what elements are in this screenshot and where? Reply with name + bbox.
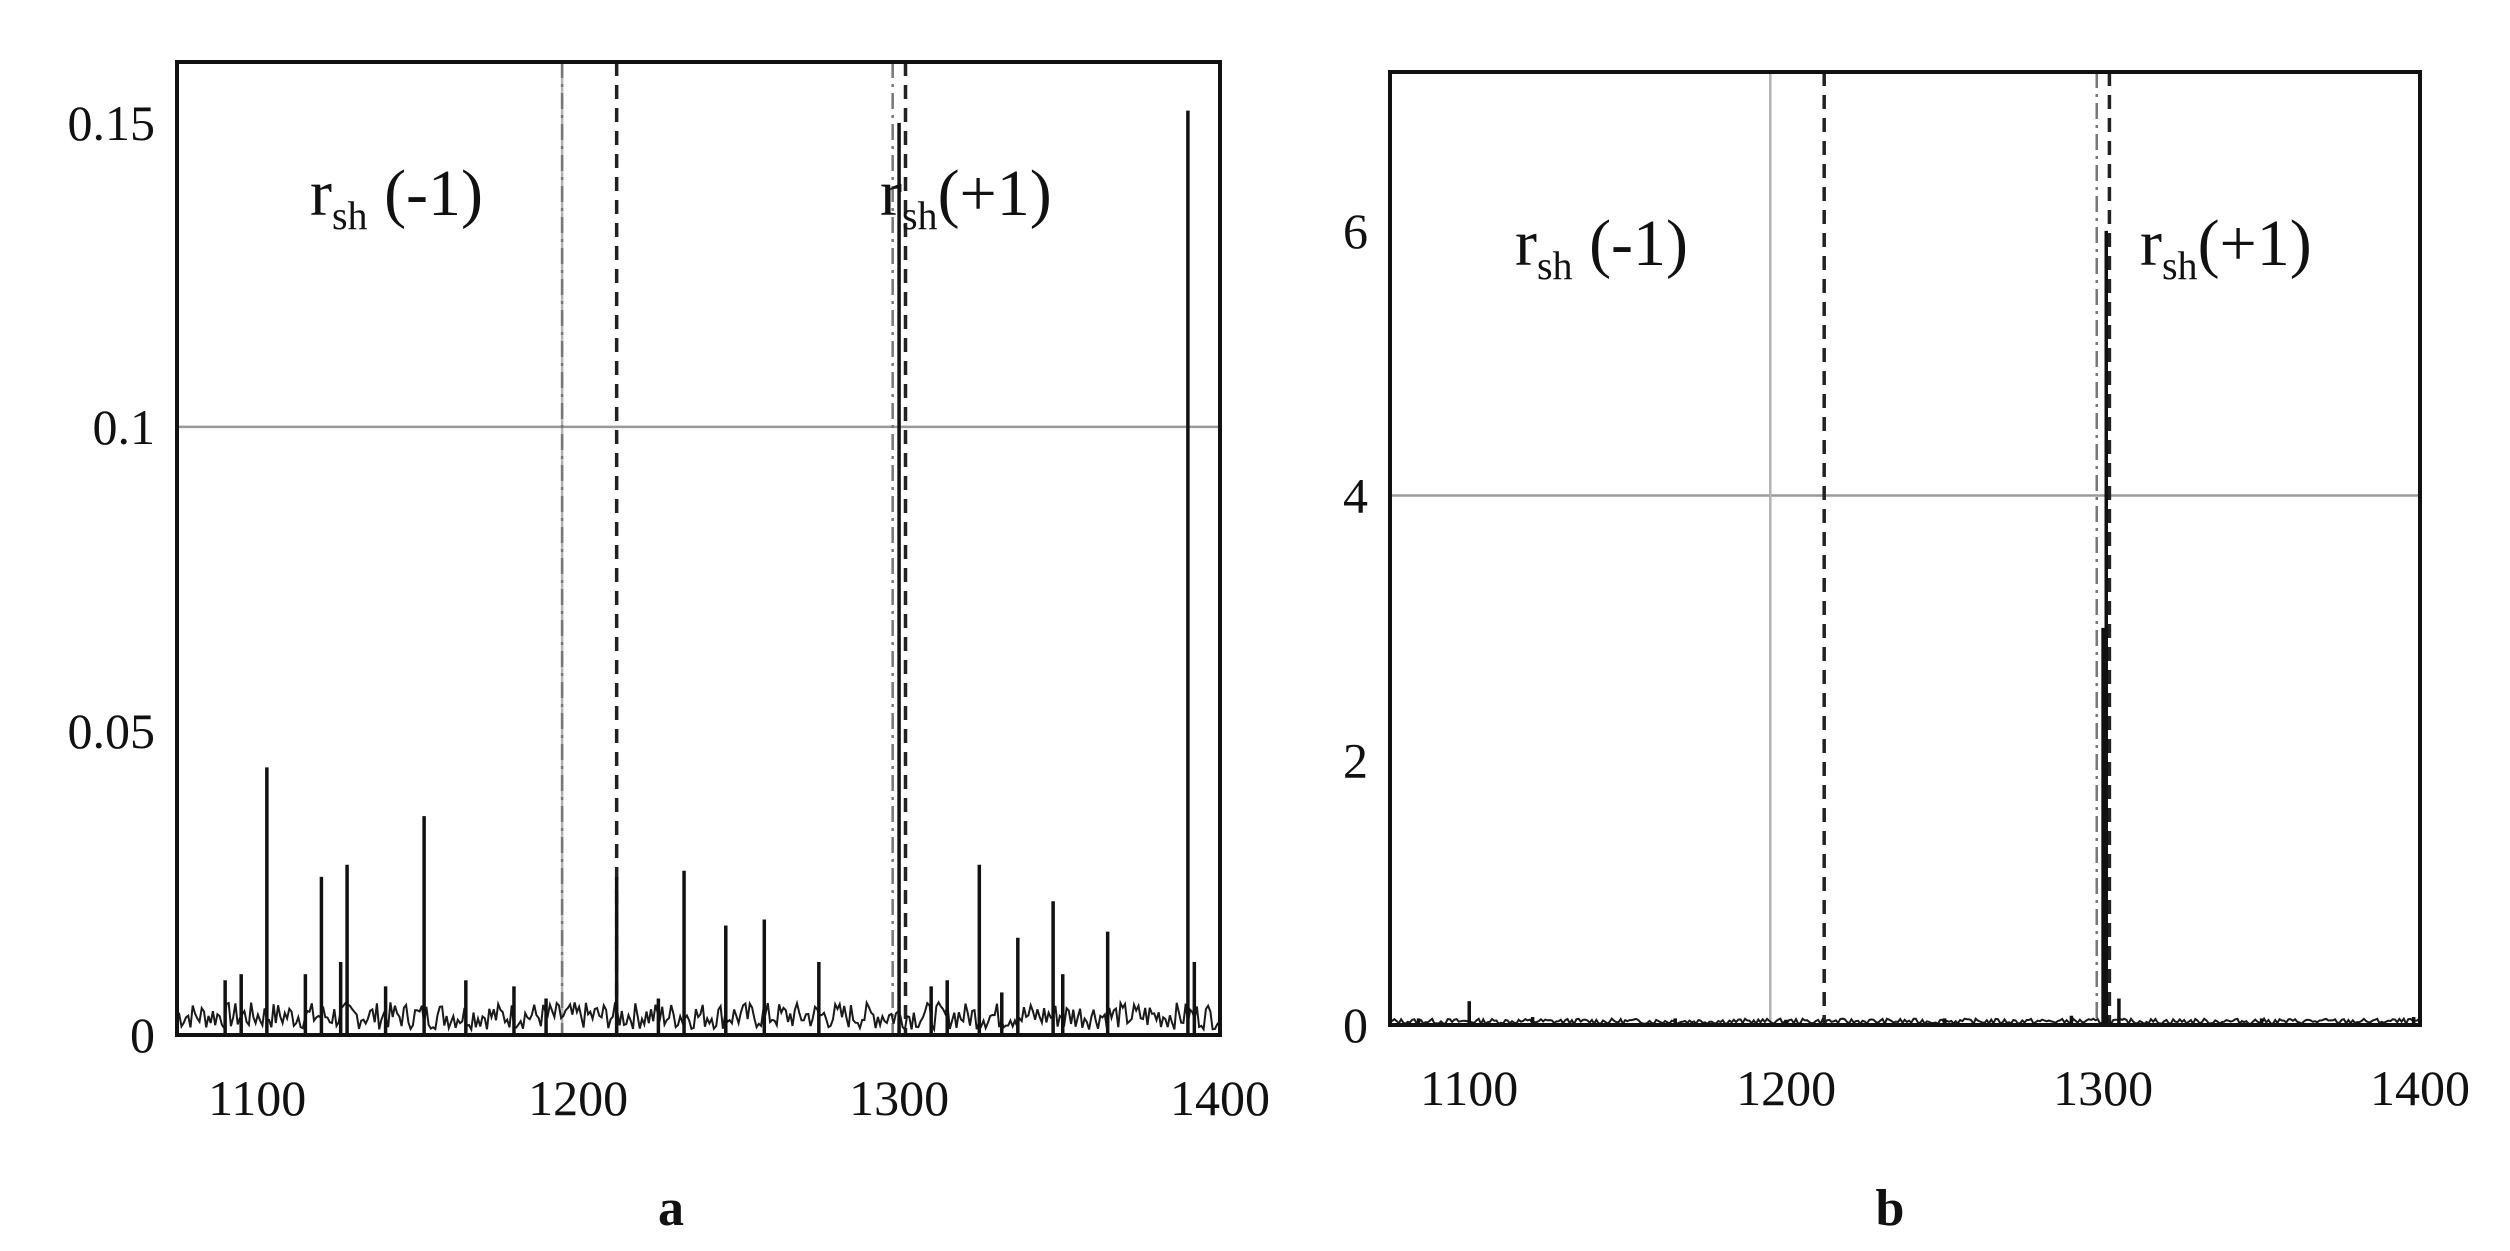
x-tick-label: 1400 xyxy=(2370,1060,2470,1116)
harmonic-annotation: rsh (-1) xyxy=(1515,207,1688,288)
chart-panel-b: 1100 1200 1300 1400 0 2 4 6 rsh (-1) rsh(+1) b xyxy=(1343,72,2470,1237)
harmonic-annotation: rsh (-1) xyxy=(310,157,483,238)
x-tick-label: 1400 xyxy=(1170,1070,1270,1126)
chart-panel-a: 1100 1200 1300 1400 0 0.05 0.1 0.15 rsh (-1) rsh(… xyxy=(68,62,1271,1237)
y-tick-label: 0.05 xyxy=(68,703,156,759)
panel-label: a xyxy=(658,1180,684,1237)
x-tick-label: 1100 xyxy=(1420,1060,1518,1116)
y-tick-label: 0.15 xyxy=(68,95,156,151)
harmonic-annotation: rsh(+1) xyxy=(880,157,1052,238)
x-tick-label: 1200 xyxy=(1736,1060,1836,1116)
x-tick-label: 1300 xyxy=(849,1070,949,1126)
y-tick-label: 0 xyxy=(1343,997,1368,1053)
y-tick-label: 6 xyxy=(1343,203,1368,259)
x-tick-label: 1200 xyxy=(528,1070,628,1126)
x-tick-label: 1100 xyxy=(208,1070,306,1126)
panel-label: b xyxy=(1876,1180,1905,1237)
harmonic-annotation: rsh(+1) xyxy=(2140,207,2312,288)
y-tick-label: 0.1 xyxy=(93,399,156,455)
y-tick-label: 4 xyxy=(1343,468,1368,524)
y-tick-label: 0 xyxy=(130,1007,155,1063)
x-tick-label: 1300 xyxy=(2053,1060,2153,1116)
y-tick-label: 2 xyxy=(1343,732,1368,788)
